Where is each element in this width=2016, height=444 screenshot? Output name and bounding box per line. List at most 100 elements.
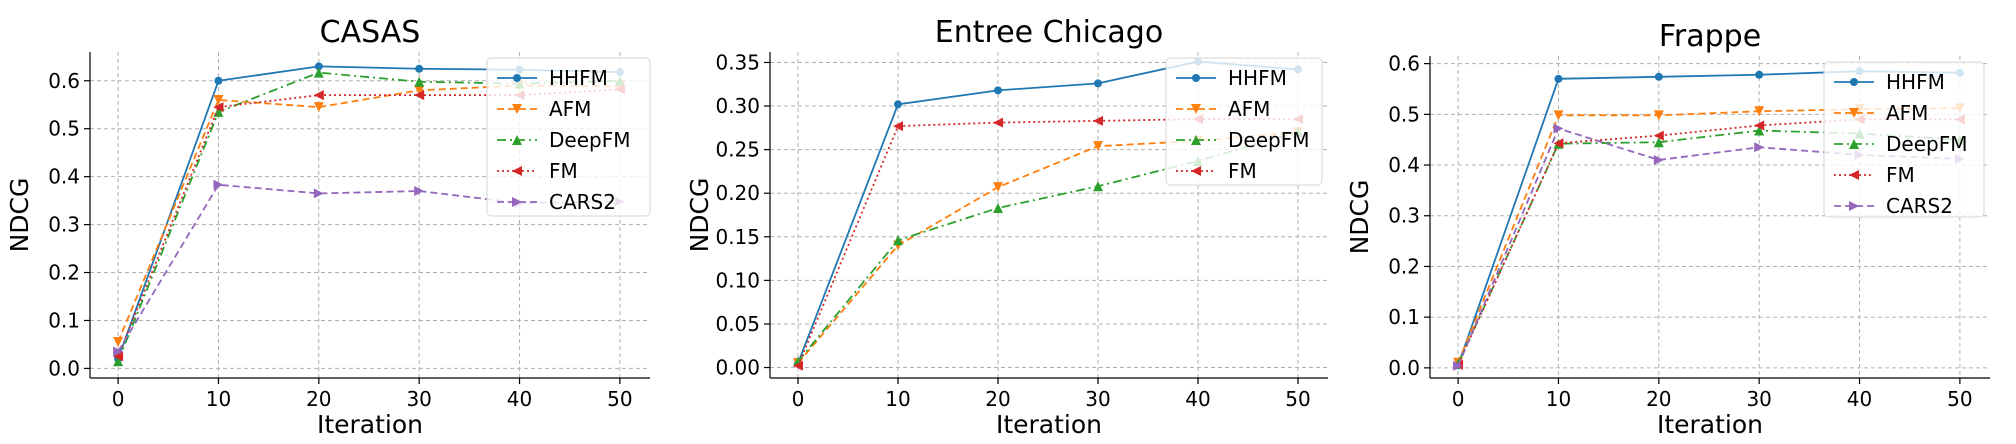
entree-chicago-legend-fm-label: FM — [1228, 159, 1257, 183]
entree-chicago-legend-deepfm: DeepFM — [1176, 128, 1309, 152]
entree-chicago-series-fm-point-1 — [893, 121, 903, 132]
casas-xtick-label-5: 50 — [607, 387, 632, 411]
casas-legend: HHFM AFM DeepFM FM CARS2 — [486, 57, 651, 217]
frappe-legend-fm: FM — [1834, 163, 1915, 187]
casas-series-hhfm-point-1 — [214, 76, 223, 85]
casas-legend-afm-label: AFM — [549, 97, 591, 121]
casas-series-deepfm-point-0 — [113, 356, 124, 367]
entree-chicago-legend-fm-marker — [1191, 166, 1201, 176]
entree-chicago-ytick-label-6: 0.30 — [715, 94, 760, 118]
frappe-series-cars2-point-1 — [1553, 123, 1564, 134]
casas-xlabel: Iteration — [317, 410, 423, 439]
frappe-ylabel: NDCG — [1345, 180, 1374, 255]
frappe-xtick-label-2: 20 — [1646, 387, 1671, 411]
frappe-series-cars2-point-2 — [1653, 154, 1664, 165]
frappe-legend-cars2: CARS2 — [1834, 194, 1953, 218]
frappe-series-cars2-point-0 — [1453, 360, 1464, 371]
entree-chicago-title: Entree Chicago — [935, 15, 1163, 50]
frappe-xtick-label-4: 40 — [1847, 387, 1872, 411]
casas-ylabel: NDCG — [5, 178, 34, 253]
casas-series-cars2-line — [117, 183, 620, 353]
frappe-legend-cars2-label: CARS2 — [1886, 194, 1953, 218]
frappe-series-fm-point-1 — [1553, 138, 1564, 149]
frappe-xtick-label-5: 50 — [1947, 387, 1972, 411]
frappe-legend-cars2-marker — [1849, 201, 1859, 211]
frappe-series-fm-point-3 — [1754, 120, 1765, 131]
entree-chicago-legend-afm-label: AFM — [1228, 97, 1270, 121]
entree-chicago-legend-deepfm-label: DeepFM — [1228, 128, 1309, 152]
frappe-legend-hhfm-marker — [1850, 78, 1858, 86]
casas-legend-deepfm-label: DeepFM — [549, 128, 630, 152]
casas-series-deepfm-point-3 — [414, 76, 425, 87]
casas-xtick-label-3: 30 — [406, 387, 431, 411]
casas-legend-deepfm: DeepFM — [497, 128, 630, 152]
casas-legend-deepfm-marker — [512, 135, 522, 145]
entree-chicago-xtick-label-0: 0 — [792, 387, 805, 411]
frappe-legend: HHFM AFM DeepFM FM CARS2 — [1823, 61, 1985, 218]
frappe-series-afm-point-2 — [1653, 110, 1664, 121]
casas-series-fm-point-3 — [414, 90, 425, 101]
casas-series-hhfm-point-2 — [314, 62, 323, 71]
entree-chicago-xtick-label-4: 40 — [1185, 387, 1210, 411]
frappe-series-cars2-line — [1457, 127, 1960, 367]
casas-xtick-label-2: 20 — [306, 387, 331, 411]
casas-legend-cars2-marker — [512, 197, 522, 207]
casas-series-cars2-point-1 — [213, 179, 224, 190]
frappe-series-cars2-point-3 — [1754, 142, 1765, 153]
frappe-legend-fm-label: FM — [1886, 163, 1915, 187]
entree-chicago-series-afm-point-2 — [993, 182, 1003, 193]
entree-chicago-legend-deepfm-marker — [1191, 135, 1201, 145]
casas-xtick-label-4: 40 — [507, 387, 532, 411]
entree-chicago-xtick-label-1: 10 — [885, 387, 910, 411]
casas-ytick-label-5: 0.5 — [48, 117, 80, 141]
frappe-legend-deepfm: DeepFM — [1834, 132, 1967, 156]
entree-chicago-ylabel: NDCG — [685, 178, 714, 253]
casas-series-fm-point-0 — [113, 351, 124, 362]
entree-chicago-series-fm-point-0 — [793, 360, 803, 371]
entree-chicago-series-hhfm-point-1 — [894, 100, 902, 109]
entree-chicago-legend-hhfm-label: HHFM — [1228, 66, 1287, 90]
entree-chicago-series-fm-point-2 — [993, 117, 1003, 128]
frappe-ytick-label-6: 0.6 — [1388, 52, 1420, 76]
casas-legend-hhfm: HHFM — [497, 66, 608, 90]
entree-chicago-series-afm-point-3 — [1093, 141, 1103, 152]
entree-chicago-ytick-label-4: 0.20 — [715, 181, 760, 205]
entree-chicago-legend-afm: AFM — [1176, 97, 1270, 121]
casas-legend-fm: FM — [497, 159, 578, 183]
frappe-title: Frappe — [1659, 19, 1761, 54]
frappe-series-afm-point-3 — [1754, 106, 1765, 117]
casas-legend-fm-marker — [512, 166, 522, 176]
frappe-legend-afm: AFM — [1834, 101, 1928, 125]
casas-series-afm-point-2 — [313, 102, 324, 113]
casas-series-cars2-point-2 — [313, 188, 324, 199]
entree-chicago-xlabel: Iteration — [996, 410, 1102, 439]
frappe-series-deepfm-point-3 — [1754, 125, 1765, 136]
casas-series-hhfm-point-3 — [415, 64, 424, 73]
entree-chicago-xtick-label-2: 20 — [985, 387, 1010, 411]
casas-xtick-label-1: 10 — [206, 387, 231, 411]
casas-series-afm-point-3 — [414, 85, 425, 96]
entree-chicago-legend-hhfm-marker — [1192, 74, 1200, 82]
casas-legend-hhfm-label: HHFM — [549, 66, 608, 90]
frappe-xtick-label-3: 30 — [1746, 387, 1771, 411]
frappe-legend-deepfm-marker — [1849, 139, 1859, 149]
frappe-xtick-label-0: 0 — [1452, 387, 1465, 411]
frappe-xtick-label-1: 10 — [1546, 387, 1571, 411]
entree-chicago-xtick-label-5: 50 — [1285, 387, 1310, 411]
entree-chicago-ytick-label-1: 0.05 — [715, 312, 760, 336]
entree-chicago-legend-fm: FM — [1176, 159, 1257, 183]
entree-chicago-ytick-label-5: 0.25 — [715, 138, 760, 162]
entree-chicago-legend-afm-marker — [1191, 104, 1201, 114]
casas-series-afm-point-1 — [213, 94, 224, 105]
frappe-series-hhfm-point-3 — [1755, 70, 1764, 79]
casas-series-fm-point-1 — [213, 102, 224, 113]
frappe-ytick-label-1: 0.1 — [1388, 305, 1420, 329]
casas-legend-fm-label: FM — [549, 159, 578, 183]
casas-ytick-label-4: 0.4 — [48, 165, 80, 189]
frappe-legend-afm-marker — [1849, 108, 1859, 118]
entree-chicago-ytick-label-0: 0.00 — [715, 356, 760, 380]
frappe-ytick-label-0: 0.0 — [1388, 356, 1420, 380]
casas-title: CASAS — [320, 15, 421, 50]
casas-ytick-label-6: 0.6 — [48, 69, 80, 93]
